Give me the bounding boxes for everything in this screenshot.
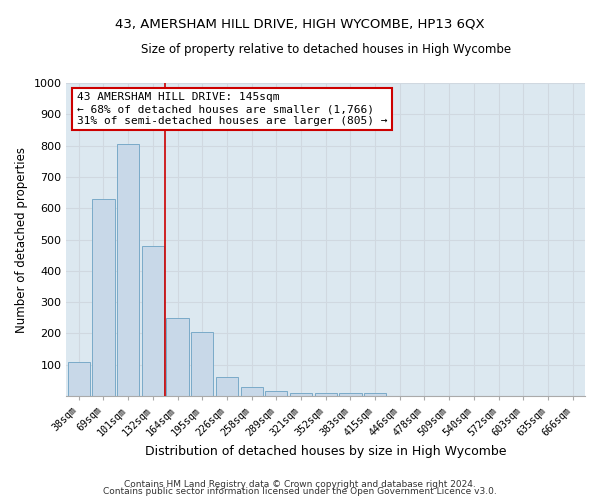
Bar (265, 390, 287, 396)
Bar (92, 199, 115, 396)
X-axis label: Distribution of detached houses by size in High Wycombe: Distribution of detached houses by size … (145, 444, 506, 458)
Title: Size of property relative to detached houses in High Wycombe: Size of property relative to detached ho… (140, 42, 511, 56)
Bar (117, 144, 139, 396)
Y-axis label: Number of detached properties: Number of detached properties (15, 146, 28, 332)
Text: 43 AMERSHAM HILL DRIVE: 145sqm
← 68% of detached houses are smaller (1,766)
31% : 43 AMERSHAM HILL DRIVE: 145sqm ← 68% of … (77, 92, 387, 126)
Bar (142, 246, 164, 396)
Bar (166, 318, 188, 396)
Text: 43, AMERSHAM HILL DRIVE, HIGH WYCOMBE, HP13 6QX: 43, AMERSHAM HILL DRIVE, HIGH WYCOMBE, H… (115, 18, 485, 30)
Text: Contains HM Land Registry data © Crown copyright and database right 2024.: Contains HM Land Registry data © Crown c… (124, 480, 476, 489)
Bar (216, 376, 238, 396)
Bar (314, 393, 337, 396)
Bar (290, 393, 312, 396)
Text: Contains public sector information licensed under the Open Government Licence v3: Contains public sector information licen… (103, 487, 497, 496)
Bar (241, 387, 263, 396)
Bar (339, 393, 362, 396)
Bar (191, 332, 214, 396)
Bar (364, 393, 386, 396)
Bar (68, 362, 90, 396)
